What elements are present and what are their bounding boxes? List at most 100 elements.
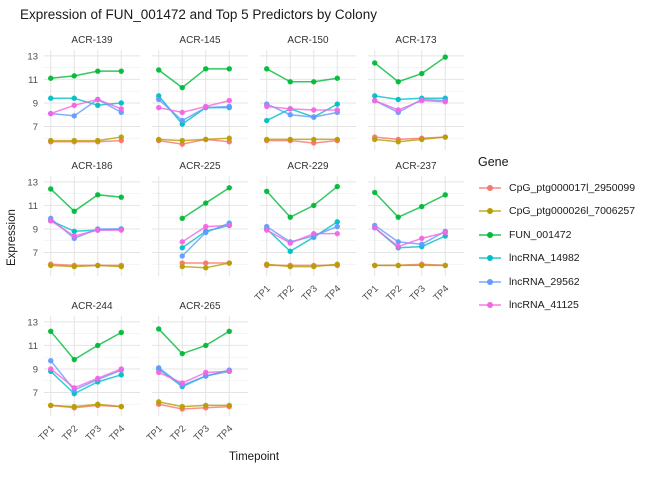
y-tick-label: 7 xyxy=(33,248,38,259)
data-point-FUN_001472 xyxy=(71,208,77,214)
y-axis-title: Expression xyxy=(6,209,18,266)
data-point-lncRNA_29562 xyxy=(179,117,185,124)
data-point-FUN_001472 xyxy=(334,183,340,190)
facet-title: ACR-237 xyxy=(395,161,437,172)
data-point-lncRNA_41125 xyxy=(203,103,209,110)
series-line-lncRNA_14982 xyxy=(266,221,338,253)
data-point-CpG_ptg000026l_7006257 xyxy=(118,263,124,270)
x-tick-label: TP3 xyxy=(300,283,320,303)
data-point-FUN_001472 xyxy=(395,214,401,220)
data-point-CpG_ptg000026l_7006257 xyxy=(95,401,101,407)
series-line-lncRNA_41125 xyxy=(50,220,122,237)
data-point-CpG_ptg000026l_7006257 xyxy=(264,136,270,143)
data-point-lncRNA_29562 xyxy=(156,96,162,103)
facet-panel-ACR-139: ACR-139 7 9 11 13 xyxy=(27,35,140,150)
data-point-lncRNA_41125 xyxy=(118,106,124,112)
legend-item-lncRNA_14982: lncRNA_14982 xyxy=(478,252,670,265)
series-line-FUN_001472 xyxy=(158,328,230,355)
legend-key-icon xyxy=(479,302,501,308)
legend-item-lncRNA_29562: lncRNA_29562 xyxy=(478,275,670,288)
facet-title: ACR-244 xyxy=(71,301,113,312)
data-point-FUN_001472 xyxy=(95,192,101,198)
legend-label: lncRNA_29562 xyxy=(509,275,580,288)
series-line-lncRNA_14982 xyxy=(374,95,446,101)
y-tick-label: 13 xyxy=(27,317,38,328)
data-point-lncRNA_41125 xyxy=(71,102,77,108)
data-point-FUN_001472 xyxy=(156,67,162,73)
data-point-FUN_001472 xyxy=(203,200,209,206)
y-tick-label: 11 xyxy=(28,75,38,86)
data-point-CpG_ptg000026l_7006257 xyxy=(287,263,293,270)
data-point-FUN_001472 xyxy=(95,68,101,74)
series-line-lncRNA_29562 xyxy=(158,367,230,387)
data-point-FUN_001472 xyxy=(48,186,54,192)
data-point-CpG_ptg000026l_7006257 xyxy=(311,136,317,143)
data-point-lncRNA_14982 xyxy=(334,101,340,107)
data-point-CpG_ptg000026l_7006257 xyxy=(226,402,232,409)
y-tick-label: 13 xyxy=(27,51,38,62)
data-point-lncRNA_41125 xyxy=(442,229,448,236)
data-point-FUN_001472 xyxy=(95,342,101,349)
legend-title: Gene xyxy=(478,155,509,169)
series-line-lncRNA_41125 xyxy=(266,105,338,111)
data-point-lncRNA_41125 xyxy=(156,104,162,111)
series-line-lncRNA_29562 xyxy=(266,103,338,118)
y-tick-label: 11 xyxy=(28,341,38,352)
x-axis-title: Timepoint xyxy=(228,451,280,463)
data-point-lncRNA_29562 xyxy=(203,229,209,236)
series-line-CpG_ptg000026l_7006257 xyxy=(50,264,122,268)
data-point-lncRNA_41125 xyxy=(311,107,317,113)
y-tick-label: 7 xyxy=(33,122,38,133)
legend-items: CpG_ptg000017l_2950099 CpG_ptg000026l_700… xyxy=(478,181,670,312)
data-point-FUN_001472 xyxy=(311,79,317,85)
series-line-lncRNA_29562 xyxy=(50,98,122,117)
legend-key-icon xyxy=(479,278,501,285)
data-point-lncRNA_14982 xyxy=(95,102,101,108)
data-point-CpG_ptg000026l_7006257 xyxy=(334,136,340,143)
data-point-lncRNA_29562 xyxy=(71,113,77,119)
data-point-lncRNA_41125 xyxy=(71,385,77,391)
data-point-FUN_001472 xyxy=(118,194,124,200)
facet-title: ACR-265 xyxy=(179,301,221,312)
data-point-lncRNA_41125 xyxy=(264,227,270,233)
data-point-FUN_001472 xyxy=(395,79,401,85)
data-point-FUN_001472 xyxy=(48,75,54,81)
data-point-lncRNA_29562 xyxy=(311,114,317,120)
series-line-lncRNA_41125 xyxy=(158,99,230,114)
facet-panel-ACR-173: ACR-173 xyxy=(368,35,464,150)
data-point-lncRNA_41125 xyxy=(203,223,209,230)
data-point-CpG_ptg000026l_7006257 xyxy=(203,136,209,143)
data-point-lncRNA_41125 xyxy=(287,106,293,112)
data-point-FUN_001472 xyxy=(419,70,425,77)
data-point-lncRNA_14982 xyxy=(179,245,185,251)
data-point-CpG_ptg000017l_2950099 xyxy=(203,260,209,266)
data-point-CpG_ptg000026l_7006257 xyxy=(71,403,77,410)
data-point-CpG_ptg000026l_7006257 xyxy=(395,139,401,145)
legend-item-CpG_ptg000017l_2950099: CpG_ptg000017l_2950099 xyxy=(478,181,670,194)
data-point-FUN_001472 xyxy=(311,202,317,209)
data-point-FUN_001472 xyxy=(71,73,77,79)
data-point-CpG_ptg000026l_7006257 xyxy=(226,260,232,266)
data-point-lncRNA_29562 xyxy=(156,365,162,371)
series-line-CpG_ptg000026l_7006257 xyxy=(158,137,230,142)
series-line-lncRNA_41125 xyxy=(50,368,122,389)
data-point-FUN_001472 xyxy=(442,192,448,198)
data-point-CpG_ptg000026l_7006257 xyxy=(264,261,270,267)
data-point-lncRNA_14982 xyxy=(287,248,293,254)
data-point-CpG_ptg000026l_7006257 xyxy=(48,402,54,409)
series-line-lncRNA_29562 xyxy=(50,360,122,392)
series-line-FUN_001472 xyxy=(50,330,122,361)
data-point-CpG_ptg000026l_7006257 xyxy=(287,136,293,143)
data-point-lncRNA_41125 xyxy=(226,368,232,374)
data-point-CpG_ptg000026l_7006257 xyxy=(179,137,185,144)
series-line-lncRNA_41125 xyxy=(266,229,338,244)
series-line-FUN_001472 xyxy=(158,68,230,89)
data-point-lncRNA_41125 xyxy=(156,369,162,376)
legend-key-icon xyxy=(479,255,501,261)
series-line-lncRNA_14982 xyxy=(50,370,122,395)
series-line-FUN_001472 xyxy=(266,186,338,219)
y-tick-label: 13 xyxy=(27,177,38,188)
series-line-CpG_ptg000026l_7006257 xyxy=(158,401,230,408)
series-line-CpG_ptg000017l_2950099 xyxy=(158,403,230,410)
